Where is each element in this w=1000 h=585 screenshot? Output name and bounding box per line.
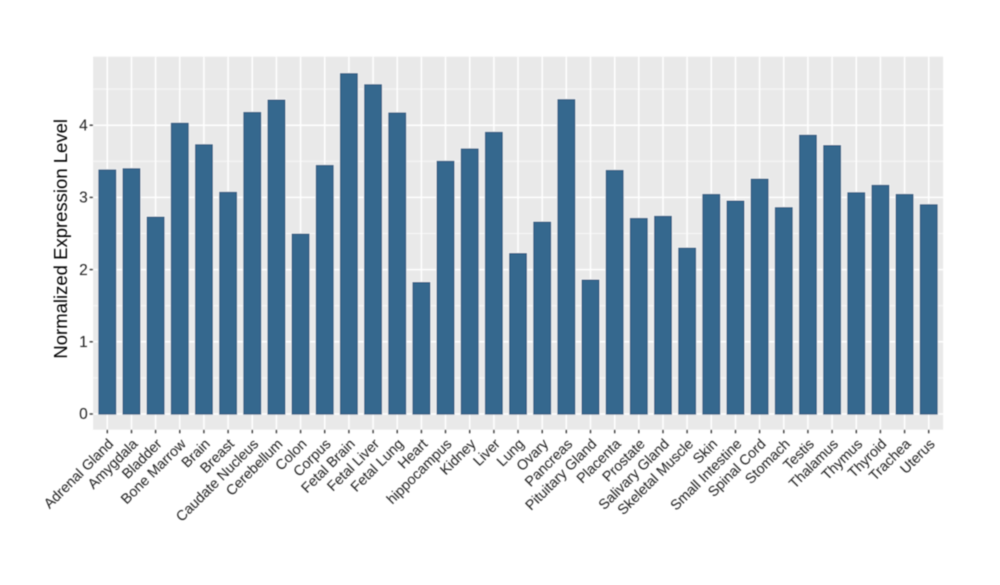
svg-text:2: 2 xyxy=(79,262,88,279)
svg-text:4: 4 xyxy=(79,117,88,134)
svg-text:Normalized Expression Level: Normalized Expression Level xyxy=(50,119,71,359)
svg-text:1: 1 xyxy=(79,334,88,351)
svg-text:3: 3 xyxy=(79,190,88,207)
svg-text:0: 0 xyxy=(79,406,88,423)
